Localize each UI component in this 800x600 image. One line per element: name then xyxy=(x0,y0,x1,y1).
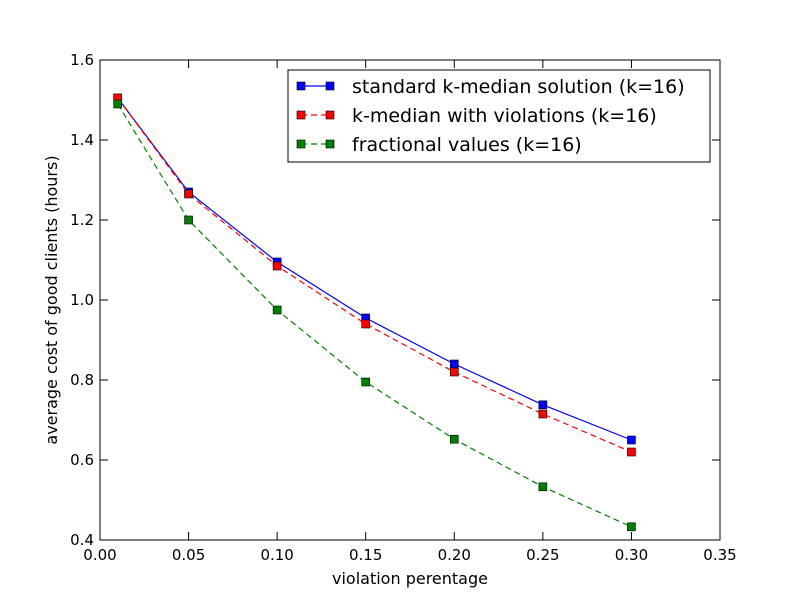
legend-label: k-median with violations (k=16) xyxy=(352,105,657,127)
tick-layer: 0.00 0.05 0.10 0.15 0.20 0.25 0.30 0.35 0.4 0.6 0.… xyxy=(70,51,737,564)
data-point-marker xyxy=(627,435,636,445)
y-tick-label: 1.0 xyxy=(70,291,94,309)
x-tick-label: 0.30 xyxy=(615,546,648,564)
data-point-marker xyxy=(272,261,282,271)
legend-marker xyxy=(325,110,335,120)
legend-box xyxy=(287,69,711,163)
x-tick-label: 0.35 xyxy=(703,546,736,564)
x-tick-label: 0.10 xyxy=(260,546,293,564)
y-tick-label: 1.2 xyxy=(70,211,94,229)
data-point-marker xyxy=(184,189,193,199)
data-point-marker xyxy=(113,99,123,109)
legend-label: standard k-median solution (k=16) xyxy=(352,76,685,98)
data-point-marker xyxy=(449,359,459,369)
data-point-marker xyxy=(272,305,282,315)
y-tick-label: 0.4 xyxy=(70,531,94,549)
x-tick-label: 0.15 xyxy=(349,546,382,564)
series-2 xyxy=(113,93,636,457)
series-3 xyxy=(113,99,636,532)
data-point-marker xyxy=(449,434,459,444)
y-tick-label: 1.6 xyxy=(70,51,94,69)
y-tick-label: 0.8 xyxy=(70,371,94,389)
x-tick-label: 0.05 xyxy=(172,546,205,564)
x-tick-label: 0.20 xyxy=(438,546,471,564)
legend-entry: standard k-median solution (k=16) xyxy=(296,76,685,98)
x-tick-label: 0.25 xyxy=(526,546,559,564)
y-tick-label: 0.6 xyxy=(70,451,94,469)
data-point-marker xyxy=(449,367,459,377)
data-point-marker xyxy=(538,400,548,410)
y-tick-label: 1.4 xyxy=(70,131,94,149)
legend-marker xyxy=(296,110,306,120)
data-point-marker xyxy=(627,522,636,532)
x-axis-label: violation perentage xyxy=(332,569,488,588)
legend-label: fractional values (k=16) xyxy=(352,134,582,156)
data-point-marker xyxy=(361,319,371,329)
x-tick-label: 0.00 xyxy=(83,546,116,564)
legend-marker xyxy=(325,81,335,91)
data-point-marker xyxy=(361,377,371,387)
data-point-marker xyxy=(184,215,193,225)
data-point-marker xyxy=(538,482,548,492)
legend: standard k-median solution (k=16) k-media… xyxy=(287,69,711,163)
series-layer xyxy=(113,93,636,532)
legend-marker xyxy=(296,139,306,149)
legend-entry: fractional values (k=16) xyxy=(296,134,582,156)
data-point-marker xyxy=(538,409,548,419)
legend-marker xyxy=(325,139,335,149)
legend-marker xyxy=(296,81,306,91)
data-point-marker xyxy=(627,447,636,457)
y-axis-label: average cost of good clients (hours) xyxy=(42,155,61,444)
legend-entry: k-median with violations (k=16) xyxy=(296,105,657,127)
